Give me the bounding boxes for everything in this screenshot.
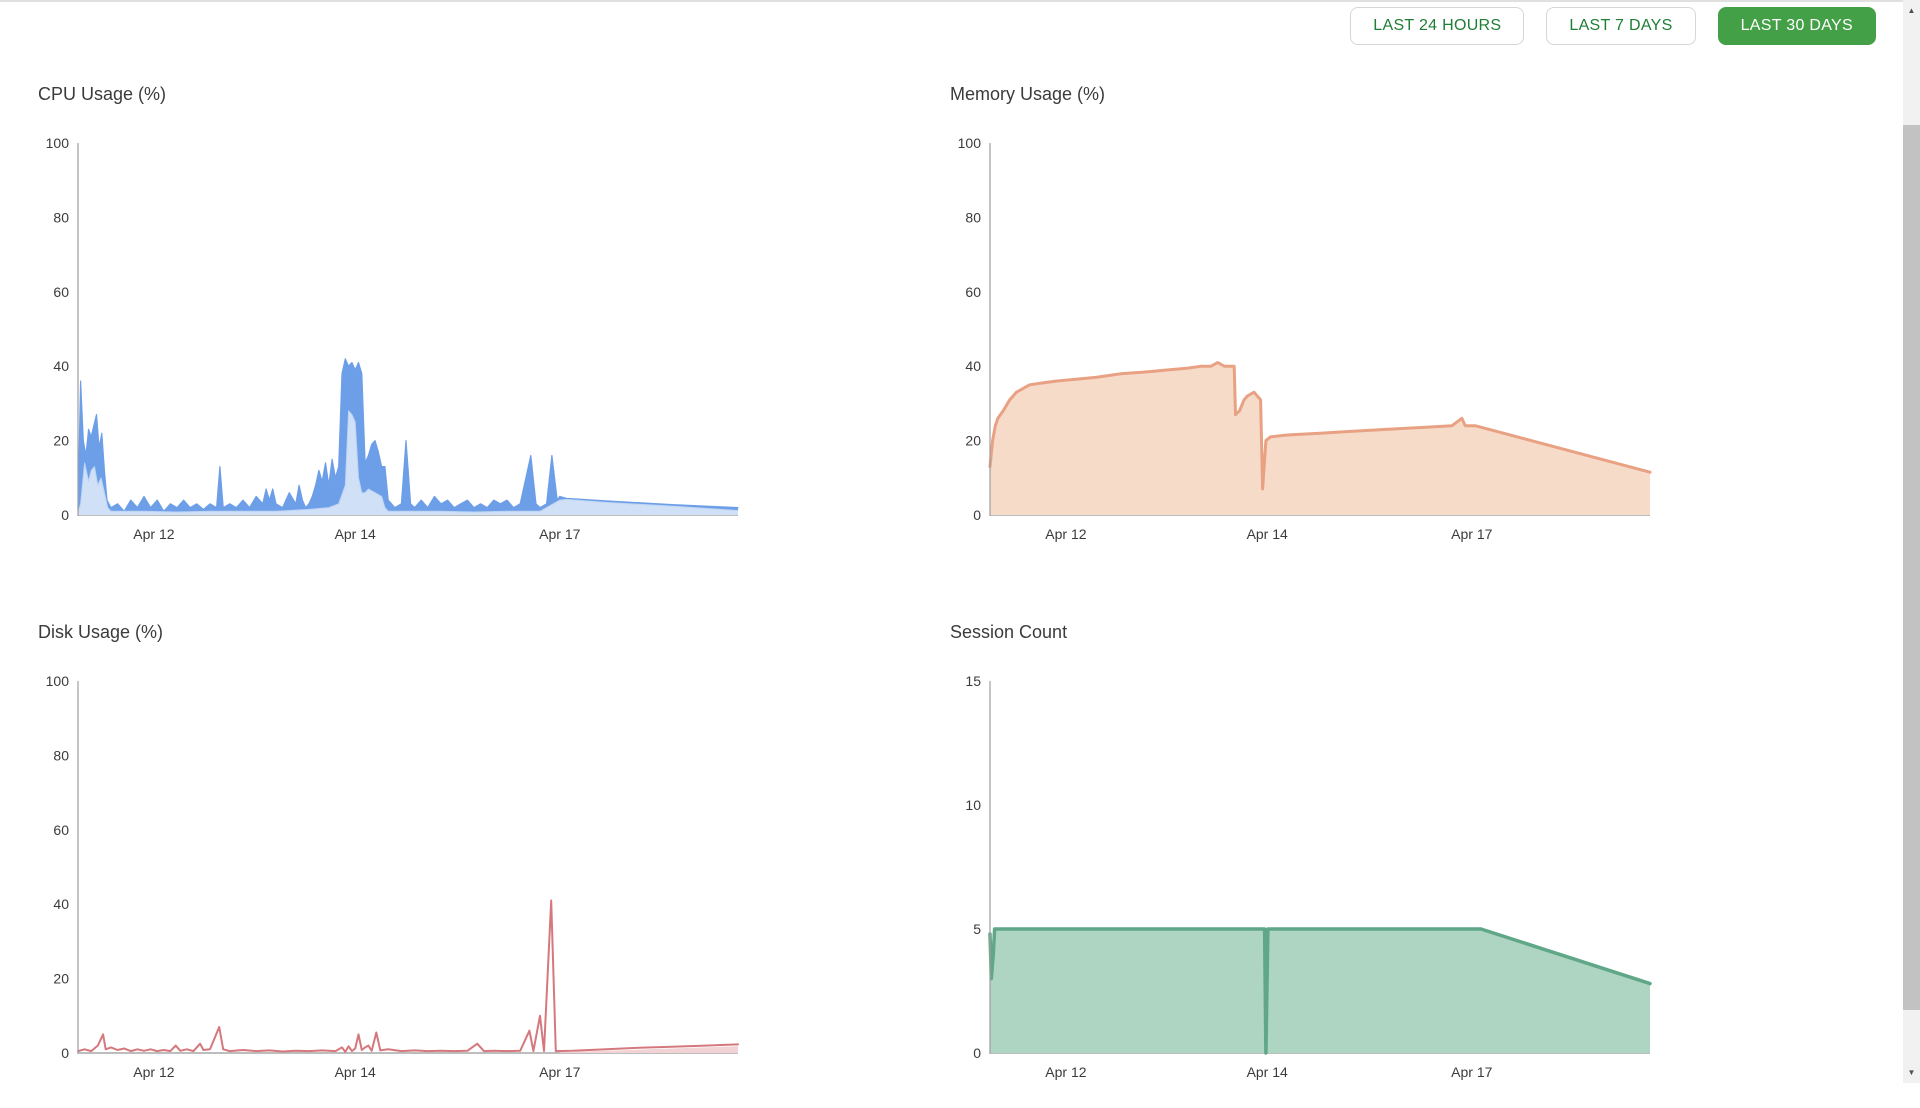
x-axis-tick-label: Apr 14 [335, 526, 376, 542]
y-axis-tick-label: 80 [965, 209, 981, 225]
memory-usage-chart-canvas: 0 20 40 60 80 100 Apr 12 Apr 14 Apr 17 [940, 128, 1660, 555]
x-axis-tick-label: Apr 17 [1451, 526, 1492, 542]
x-axis-tick-label: Apr 17 [539, 526, 580, 542]
x-axis-tick-label: Apr 17 [539, 1064, 580, 1080]
y-axis-tick-label: 0 [61, 1045, 69, 1061]
time-range-button-group: LAST 24 HOURS LAST 7 DAYS LAST 30 DAYS [1350, 7, 1876, 45]
x-axis-tick-label: Apr 12 [133, 526, 174, 542]
disk-usage-chart-canvas: 0 20 40 60 80 100 Apr 12 Apr 14 Apr 17 [28, 666, 748, 1093]
y-axis-tick-label: 10 [965, 797, 981, 813]
last-30-days-button[interactable]: LAST 30 DAYS [1717, 7, 1876, 45]
x-axis-tick-label: Apr 14 [335, 1064, 376, 1080]
top-divider [0, 0, 1903, 2]
x-axis-tick-label: Apr 14 [1247, 526, 1288, 542]
y-axis-tick-label: 5 [973, 921, 981, 937]
scrollbar-thumb[interactable] [1903, 125, 1920, 1010]
scrollbar-up-icon[interactable]: ▲ [1907, 6, 1916, 15]
session-count-chart-title: Session Count [950, 622, 1068, 642]
session-count-chart: Session Count 0 5 10 15 Apr 12 Apr 14 Apr 17 [940, 608, 1680, 1108]
y-axis-tick-label: 100 [46, 135, 70, 151]
x-axis-tick-label: Apr 12 [1045, 526, 1086, 542]
memory-usage-chart-title: Memory Usage (%) [950, 84, 1106, 104]
x-axis-tick-label: Apr 14 [1247, 1064, 1288, 1080]
x-axis-tick-label: Apr 12 [1045, 1064, 1086, 1080]
session-count-chart-canvas: 0 5 10 15 Apr 12 Apr 14 Apr 17 [940, 666, 1660, 1093]
x-axis-tick-label: Apr 12 [133, 1064, 174, 1080]
cpu-usage-chart-title: CPU Usage (%) [38, 84, 167, 104]
y-axis-tick-label: 0 [973, 507, 981, 523]
y-axis-tick-label: 0 [973, 1045, 981, 1061]
scrollbar-down-icon[interactable]: ▼ [1907, 1068, 1916, 1077]
memory-usage-chart: Memory Usage (%) 0 20 40 60 80 100 Apr 12 Apr 1… [940, 70, 1680, 570]
y-axis-tick-label: 100 [46, 673, 70, 689]
y-axis-tick-label: 60 [53, 822, 69, 838]
cpu-usage-chart-canvas: 0 20 40 60 80 100 Apr 12 Apr 14 Apr 17 [28, 128, 748, 555]
last-7-days-button[interactable]: LAST 7 DAYS [1546, 7, 1696, 45]
y-axis-tick-label: 15 [965, 673, 981, 689]
y-axis-tick-label: 20 [53, 433, 69, 449]
y-axis-tick-label: 40 [53, 358, 69, 374]
y-axis-tick-label: 60 [53, 284, 69, 300]
y-axis-tick-label: 80 [53, 209, 69, 225]
y-axis-tick-label: 20 [53, 971, 69, 987]
x-axis-tick-label: Apr 17 [1451, 1064, 1492, 1080]
vertical-scrollbar[interactable]: ▲ ▼ [1903, 0, 1920, 1083]
y-axis-tick-label: 80 [53, 747, 69, 763]
y-axis-tick-label: 100 [958, 135, 982, 151]
last-24-hours-button[interactable]: LAST 24 HOURS [1350, 7, 1525, 45]
disk-usage-chart-title: Disk Usage (%) [38, 622, 164, 642]
y-axis-tick-label: 40 [53, 896, 69, 912]
y-axis-tick-label: 0 [61, 507, 69, 523]
y-axis-tick-label: 60 [965, 284, 981, 300]
disk-usage-chart: Disk Usage (%) 0 20 40 60 80 100 Apr 12 Apr 14 A… [28, 608, 768, 1108]
y-axis-tick-label: 40 [965, 358, 981, 374]
cpu-usage-chart: CPU Usage (%) 0 20 40 60 80 100 Apr 12 Apr 14 Ap… [28, 70, 768, 570]
y-axis-tick-label: 20 [965, 433, 981, 449]
